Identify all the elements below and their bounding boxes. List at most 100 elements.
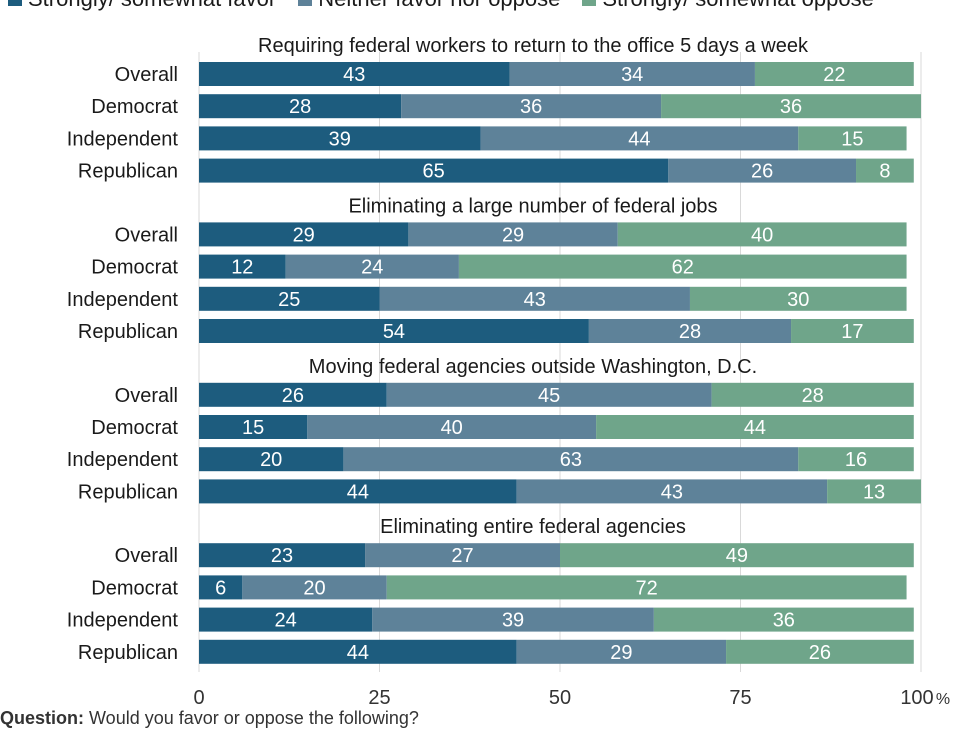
bar-segment (199, 543, 366, 568)
data-label: 27 (451, 545, 473, 567)
bar-segment (386, 575, 907, 600)
legend-swatch-favor (8, 0, 22, 6)
legend-swatch-oppose (582, 0, 597, 6)
bar-segment (343, 447, 799, 472)
group-title: Eliminating a large number of federal jo… (348, 195, 717, 217)
data-label: 72 (636, 577, 658, 599)
data-label: 28 (802, 385, 824, 407)
bar-segment (199, 447, 344, 472)
bar-segment (199, 607, 373, 632)
data-label: 25 (278, 289, 300, 311)
data-label: 29 (610, 642, 632, 664)
data-label: 17 (841, 321, 863, 343)
data-label: 30 (787, 289, 809, 311)
bar-segment (560, 543, 914, 568)
data-label: 20 (303, 577, 325, 599)
data-label: 34 (621, 64, 643, 86)
data-label: 44 (347, 642, 369, 664)
bar-segment (588, 319, 792, 343)
data-label: 40 (751, 224, 773, 246)
data-label: 8 (879, 161, 890, 183)
bar-segment (307, 415, 597, 439)
group-title: Eliminating entire federal agencies (380, 516, 686, 538)
data-label: 44 (628, 128, 650, 150)
row-label: Overall (115, 545, 178, 567)
row-label: Democrat (91, 577, 178, 599)
x-tick-label: 100 (900, 687, 933, 709)
legend-label-neither: Neither favor nor oppose (318, 0, 560, 12)
bar-segment (199, 62, 510, 86)
row-label: Independent (67, 449, 179, 471)
bar-segment (199, 639, 517, 664)
bar-segment (827, 479, 921, 504)
row-label: Overall (115, 385, 178, 407)
data-label: 43 (343, 64, 365, 86)
bar-segment (199, 479, 517, 504)
row-label: Democrat (91, 257, 178, 279)
data-label: 26 (809, 642, 831, 664)
row-label: Republican (78, 321, 178, 343)
row-label: Overall (115, 64, 178, 86)
data-label: 54 (383, 321, 405, 343)
bar-segment (798, 447, 914, 472)
bar-segment (754, 62, 914, 86)
data-label: 24 (275, 610, 297, 632)
bar-segment (711, 382, 914, 407)
data-label: 22 (823, 64, 845, 86)
bar-segment (480, 126, 799, 151)
legend-item-favor: Strongly/ somewhat favor (8, 0, 276, 12)
bar-segment (661, 94, 921, 119)
legend-item-neither: Neither favor nor oppose (298, 0, 560, 12)
bar-segment (199, 415, 308, 439)
legend-item-oppose: Strongly/ somewhat oppose (582, 0, 874, 12)
bar-segment (199, 94, 402, 119)
x-unit-label: % (936, 691, 950, 708)
bar-segment (199, 126, 481, 151)
bar-segment (689, 286, 907, 311)
bar-segment (401, 94, 662, 119)
data-label: 15 (242, 417, 264, 439)
data-label: 20 (260, 449, 282, 471)
data-label: 44 (347, 481, 369, 503)
group-title: Requiring federal workers to return to t… (258, 35, 809, 57)
bar-segment (365, 543, 560, 568)
bar-segment (798, 126, 907, 151)
footnote-prefix: Question: (0, 708, 84, 728)
data-label: 28 (289, 96, 311, 118)
data-label: 45 (538, 385, 560, 407)
legend-swatch-neither (298, 0, 313, 6)
data-label: 12 (231, 257, 253, 279)
bar-segment (726, 639, 914, 664)
data-label: 29 (293, 224, 315, 246)
bar-segment (596, 415, 914, 439)
data-label: 39 (329, 128, 351, 150)
data-label: 24 (361, 257, 383, 279)
bar-segment (199, 382, 387, 407)
row-label: Independent (67, 610, 179, 632)
data-label: 26 (282, 385, 304, 407)
bar-segment (199, 222, 409, 247)
row-label: Independent (67, 289, 179, 311)
legend: Strongly/ somewhat favor Neither favor n… (8, 0, 874, 12)
data-label: 43 (661, 481, 683, 503)
row-label: Republican (78, 642, 178, 664)
bar-segment (516, 479, 828, 504)
data-label: 29 (502, 224, 524, 246)
data-label: 43 (524, 289, 546, 311)
x-tick-label: 25 (368, 687, 390, 709)
row-label: Democrat (91, 96, 178, 118)
bar-segment (199, 319, 589, 343)
group-title: Moving federal agencies outside Washingt… (309, 356, 757, 378)
data-label: 36 (780, 96, 802, 118)
bar-segment (668, 158, 857, 183)
x-tick-label: 50 (549, 687, 571, 709)
row-label: Republican (78, 481, 178, 503)
bar-segment (458, 254, 907, 279)
data-label: 62 (672, 257, 694, 279)
row-label: Republican (78, 161, 178, 183)
bar-segment (408, 222, 618, 247)
bar-segment (199, 158, 669, 183)
bar-segment (242, 575, 387, 600)
data-label: 28 (679, 321, 701, 343)
